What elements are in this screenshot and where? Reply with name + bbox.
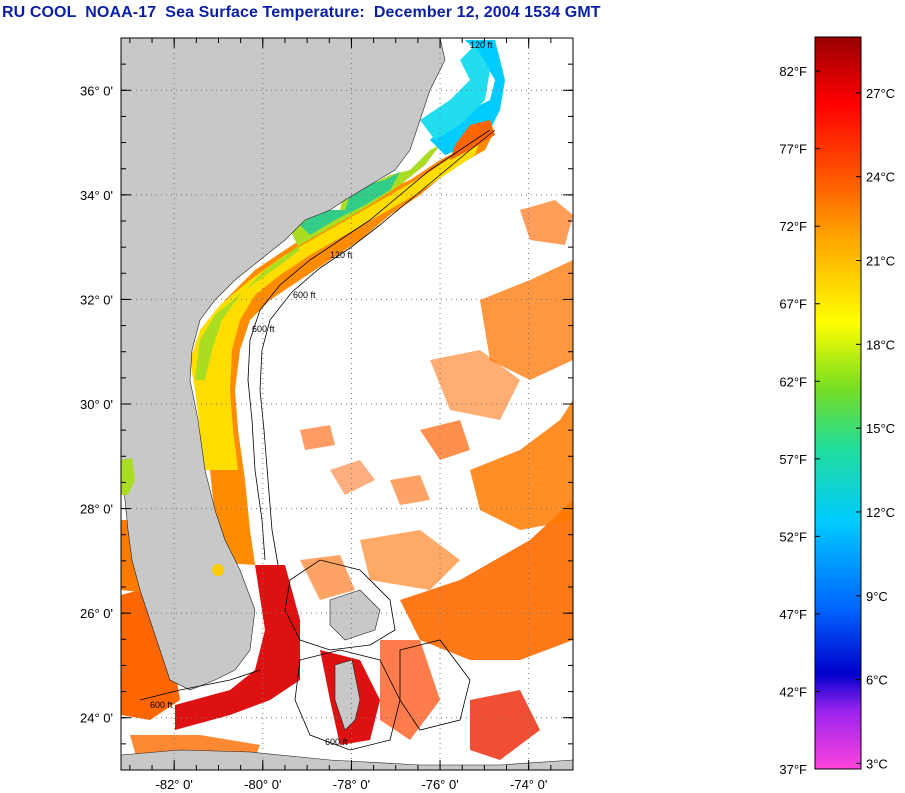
contour-label: 600 ft [293, 290, 316, 300]
fahrenheit-label: 42°F [779, 684, 807, 699]
sst-shelf-band [180, 40, 505, 565]
fahrenheit-label: 67°F [779, 297, 807, 312]
contour-label: 600 ft [252, 324, 275, 334]
latitude-axis: 36° 0' 34° 0' 32° 0' 30° 0' 28° 0' 26° 0' 24° … [80, 37, 573, 771]
celsius-label: 12°C [866, 505, 895, 520]
lon-label: -74° 0' [510, 777, 547, 792]
celsius-label: 27°C [866, 86, 895, 101]
celsius-scale: 27°C 24°C 21°C 18°C 15°C 12°C 9°C 6°C 3°C [856, 86, 895, 771]
fahrenheit-label: 47°F [779, 607, 807, 622]
land-mass [121, 38, 573, 770]
celsius-label: 3°C [866, 756, 888, 771]
fahrenheit-label: 37°F [779, 762, 807, 777]
lat-label: 28° 0' [80, 502, 113, 517]
fahrenheit-label: 62°F [779, 374, 807, 389]
celsius-label: 6°C [866, 673, 888, 688]
celsius-label: 18°C [866, 337, 895, 352]
celsius-label: 15°C [866, 421, 895, 436]
lat-label: 26° 0' [80, 606, 113, 621]
graticule [121, 38, 573, 770]
map-title: RU COOL NOAA-17 Sea Surface Temperature:… [2, 4, 601, 21]
celsius-label: 9°C [866, 589, 888, 604]
lat-label: 30° 0' [80, 397, 113, 412]
celsius-label: 24°C [866, 170, 895, 185]
fahrenheit-scale: 82°F 77°F 72°F 67°F 62°F 57°F 52°F 47°F 42°F 37°F [779, 64, 820, 777]
contour-label: 120 ft [470, 40, 493, 50]
fahrenheit-label: 57°F [779, 452, 807, 467]
lon-label: -76° 0' [421, 777, 458, 792]
bathymetry-contours [139, 129, 496, 751]
lat-label: 34° 0' [80, 188, 113, 203]
colorbar-gradient [814, 36, 862, 770]
contour-label: 120 ft [330, 250, 353, 260]
lat-label: 36° 0' [80, 83, 113, 98]
celsius-label: 21°C [866, 254, 895, 269]
longitude-axis: -82° 0' -80° 0' -78° 0' -76° 0' -74° 0' [129, 38, 574, 792]
lat-label: 32° 0' [80, 292, 113, 307]
fahrenheit-label: 77°F [779, 142, 807, 157]
lon-label: -82° 0' [156, 777, 193, 792]
sst-offshore-patches [300, 200, 573, 760]
lon-label: -78° 0' [333, 777, 370, 792]
fahrenheit-label: 72°F [779, 219, 807, 234]
lon-label: -80° 0' [244, 777, 281, 792]
lat-label: 24° 0' [80, 711, 113, 726]
contour-label: 600 ft [150, 700, 173, 710]
fahrenheit-label: 52°F [779, 529, 807, 544]
fahrenheit-label: 82°F [779, 64, 807, 79]
contour-label: 600 ft [325, 737, 348, 747]
